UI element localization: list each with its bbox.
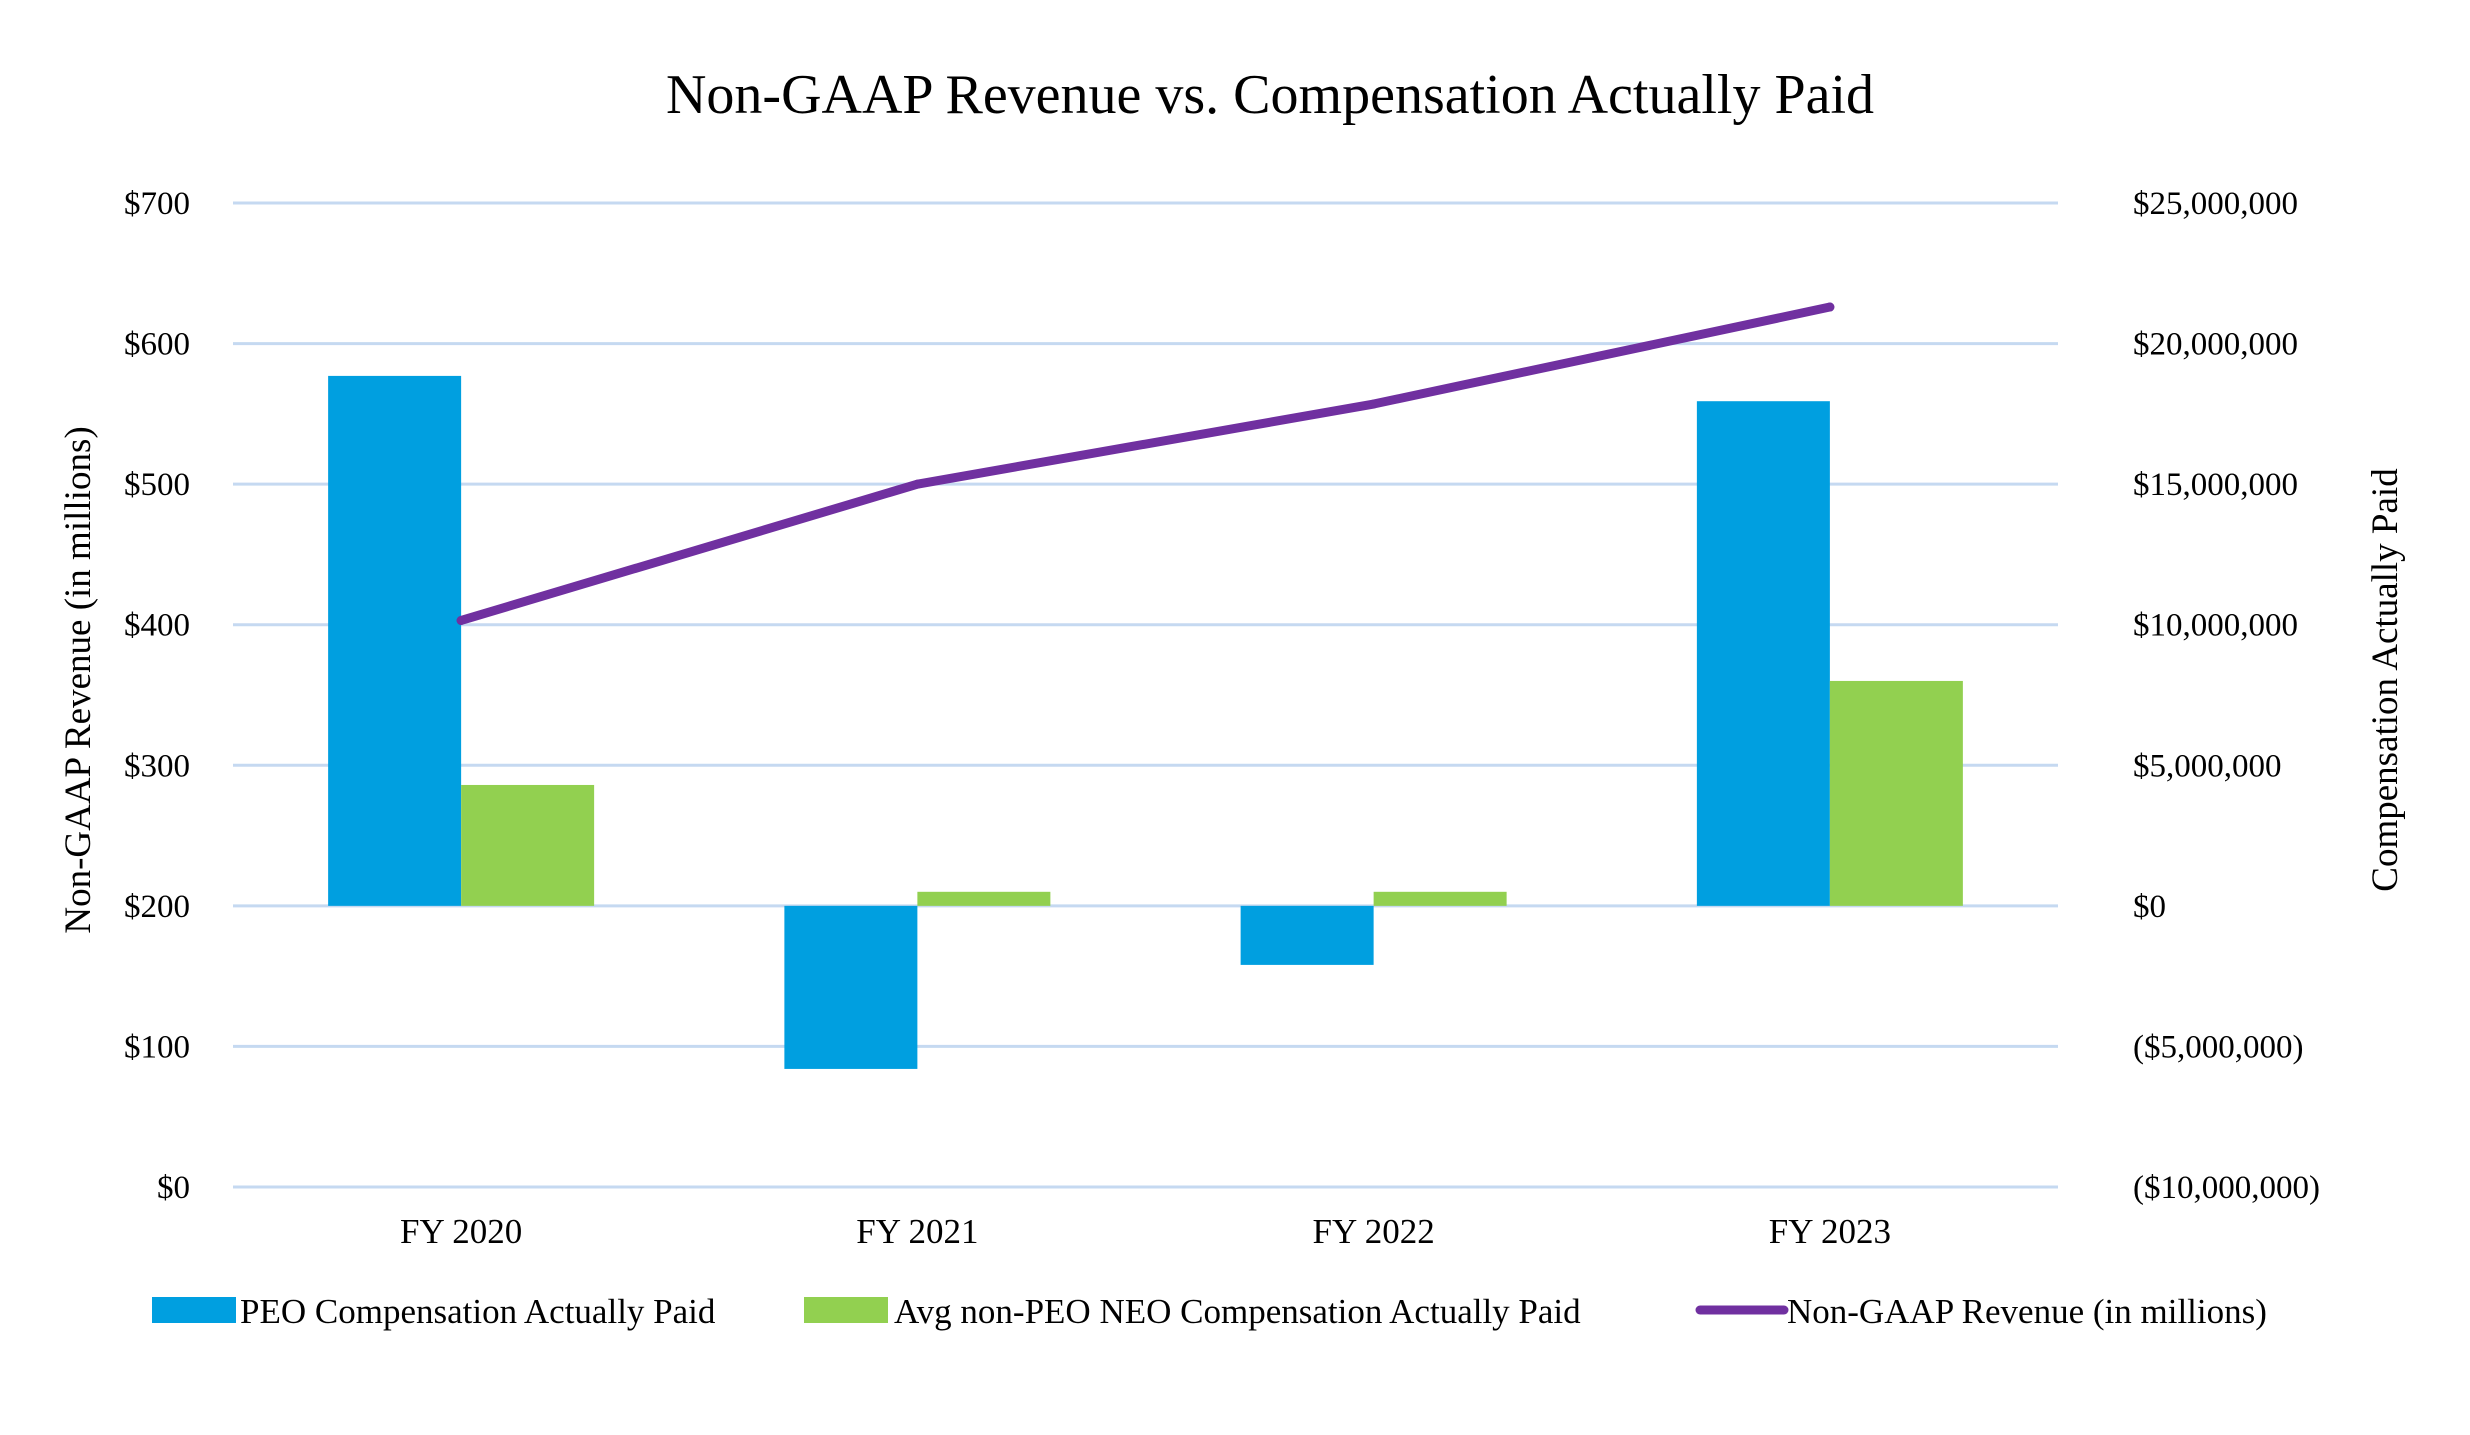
right-tick-label: $10,000,000 bbox=[2133, 608, 2298, 644]
right-tick-label: $0 bbox=[2133, 889, 2166, 925]
left-tick-label: $0 bbox=[157, 1170, 190, 1206]
left-tick-label: $400 bbox=[124, 608, 190, 644]
neo-bar-fy-2022 bbox=[1373, 891, 1507, 906]
category-label: FY 2020 bbox=[400, 1212, 522, 1251]
category-label: FY 2023 bbox=[1769, 1212, 1891, 1251]
line-series bbox=[456, 302, 1835, 625]
neo-bar-fy-2023 bbox=[1829, 680, 1963, 906]
legend: PEO Compensation Actually Paid Avg non-PE… bbox=[152, 1292, 2267, 1331]
right-tick-label: ($10,000,000) bbox=[2133, 1170, 2320, 1206]
category-label: FY 2022 bbox=[1313, 1212, 1435, 1251]
neo-bar-fy-2021 bbox=[917, 891, 1051, 906]
right-tick-label: ($5,000,000) bbox=[2133, 1029, 2303, 1065]
legend-label: Non-GAAP Revenue (in millions) bbox=[1787, 1292, 2267, 1331]
left-tick-label: $500 bbox=[124, 467, 190, 503]
peo-bar-fy-2020 bbox=[328, 375, 462, 906]
right-axis-ticks: ($10,000,000) ($5,000,000) $0 $5,000,000 $10… bbox=[2133, 186, 2320, 1206]
right-axis-title: Compensation Actually Paid bbox=[2365, 468, 2406, 892]
right-tick-label: $5,000,000 bbox=[2133, 748, 2282, 784]
neo-bar-fy-2020 bbox=[461, 784, 595, 906]
left-tick-label: $100 bbox=[124, 1029, 190, 1065]
left-tick-label: $600 bbox=[124, 327, 190, 363]
chart-title: Non-GAAP Revenue vs. Compensation Actual… bbox=[666, 64, 1874, 126]
peo-bar-fy-2023 bbox=[1696, 401, 1830, 906]
right-tick-label: $15,000,000 bbox=[2133, 467, 2298, 503]
left-tick-label: $200 bbox=[124, 889, 190, 925]
revenue-point-fy-2022 bbox=[1369, 399, 1379, 409]
left-tick-label: $700 bbox=[124, 186, 190, 222]
peo-bar-fy-2021 bbox=[784, 905, 918, 1069]
legend-swatch bbox=[152, 1297, 236, 1323]
category-label: FY 2021 bbox=[856, 1212, 978, 1251]
right-tick-label: $20,000,000 bbox=[2133, 327, 2298, 363]
left-axis-title: Non-GAAP Revenue (in millions) bbox=[58, 426, 99, 933]
peo-bar-fy-2022 bbox=[1240, 905, 1374, 965]
revenue-point-fy-2023 bbox=[1825, 302, 1835, 312]
right-tick-label: $25,000,000 bbox=[2133, 186, 2298, 222]
revenue-line bbox=[456, 302, 1835, 625]
legend-label: Avg non-PEO NEO Compensation Actually Pa… bbox=[894, 1292, 1581, 1331]
bar-series bbox=[328, 375, 1963, 1069]
category-labels: FY 2020 FY 2021 FY 2022 FY 2023 bbox=[400, 1212, 1891, 1251]
revenue-point-fy-2020 bbox=[456, 615, 466, 625]
legend-swatch bbox=[804, 1297, 888, 1323]
left-axis-ticks: $0 $100 $200 $300 $400 $500 $600 $700 bbox=[124, 186, 190, 1206]
revenue-point-fy-2021 bbox=[912, 479, 922, 489]
legend-label: PEO Compensation Actually Paid bbox=[240, 1292, 716, 1331]
left-tick-label: $300 bbox=[124, 748, 190, 784]
